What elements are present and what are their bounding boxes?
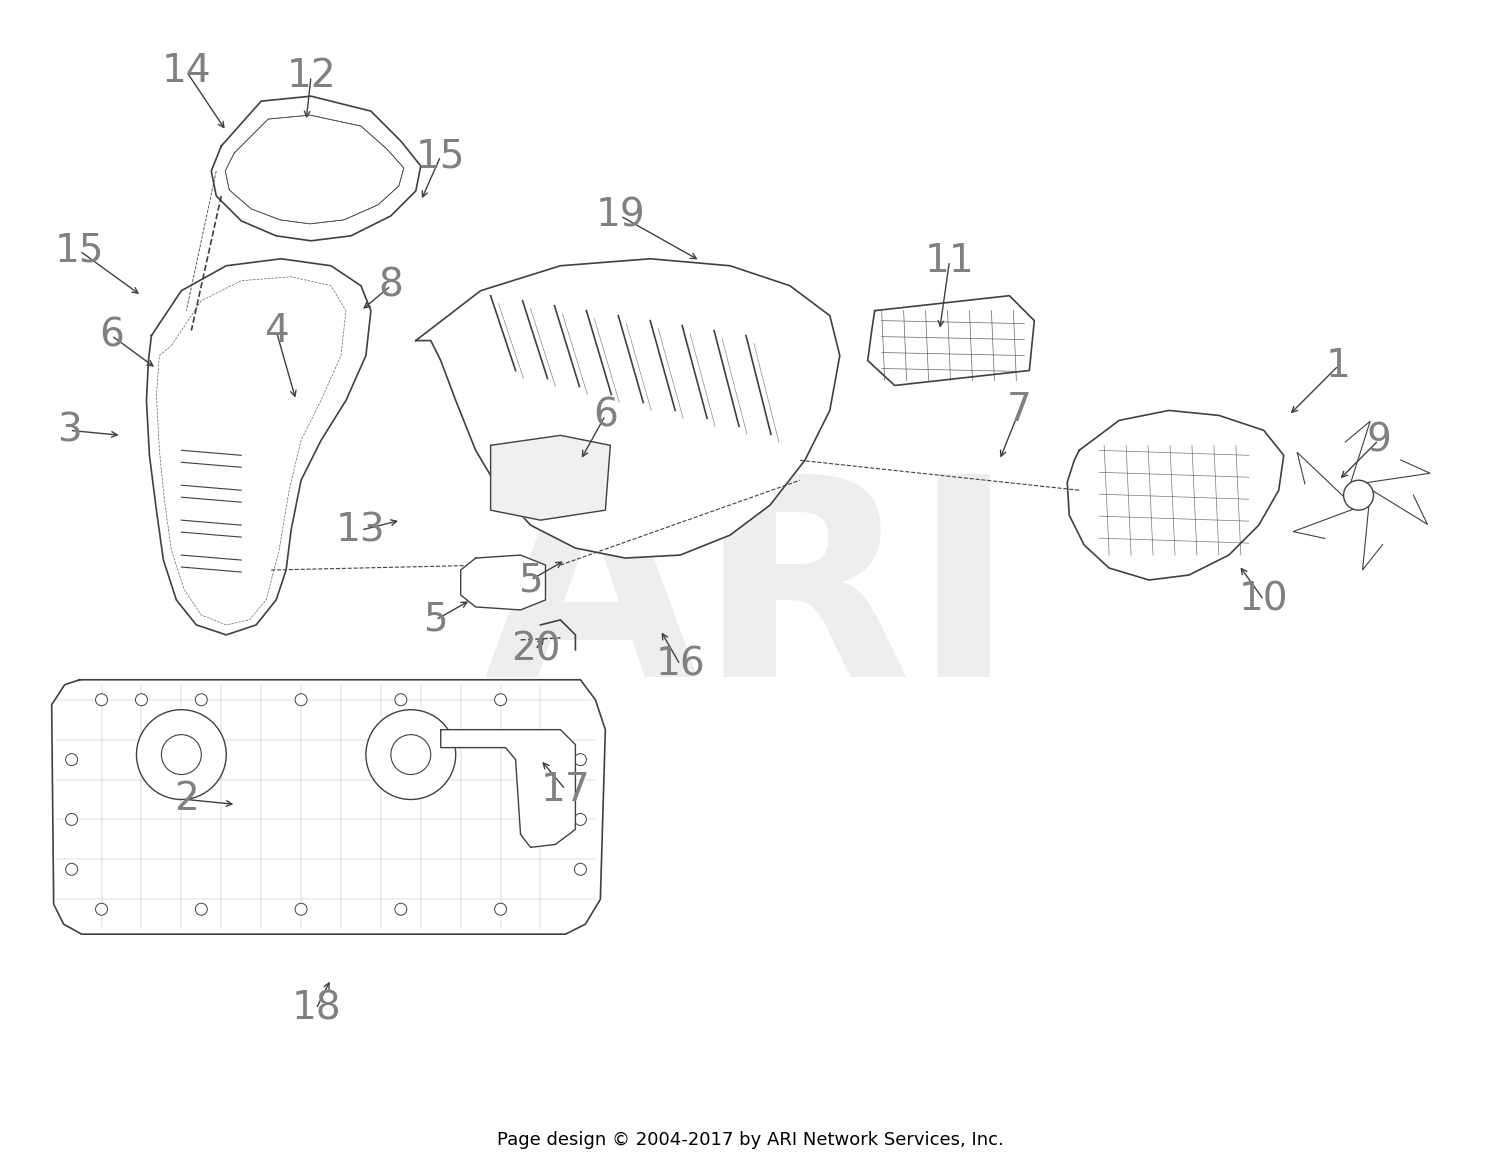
Text: 10: 10 — [1239, 581, 1288, 619]
Polygon shape — [1298, 453, 1359, 497]
Circle shape — [66, 813, 78, 825]
Text: 5: 5 — [518, 561, 543, 599]
Text: 19: 19 — [596, 197, 645, 235]
Text: 17: 17 — [540, 770, 591, 809]
Text: 7: 7 — [1007, 391, 1032, 429]
Polygon shape — [1293, 495, 1359, 538]
Circle shape — [195, 903, 207, 915]
Polygon shape — [147, 259, 370, 635]
Circle shape — [394, 903, 406, 915]
Polygon shape — [1346, 421, 1370, 495]
Text: 6: 6 — [99, 316, 124, 355]
Circle shape — [574, 813, 586, 825]
Polygon shape — [441, 729, 576, 847]
Circle shape — [495, 903, 507, 915]
Polygon shape — [1359, 491, 1428, 524]
Text: 18: 18 — [291, 990, 340, 1028]
Polygon shape — [1066, 411, 1284, 580]
Polygon shape — [460, 555, 546, 610]
Circle shape — [1344, 481, 1374, 510]
Circle shape — [296, 903, 307, 915]
Text: 16: 16 — [656, 645, 705, 684]
Text: 15: 15 — [416, 137, 465, 175]
Circle shape — [66, 754, 78, 766]
Circle shape — [162, 735, 201, 775]
Polygon shape — [1359, 460, 1430, 495]
Polygon shape — [51, 679, 606, 934]
Polygon shape — [211, 96, 422, 240]
Circle shape — [296, 693, 307, 706]
Text: 12: 12 — [286, 57, 336, 96]
Text: 9: 9 — [1366, 421, 1390, 460]
Circle shape — [574, 754, 586, 766]
Polygon shape — [416, 259, 840, 558]
Text: 3: 3 — [57, 411, 82, 449]
Text: Page design © 2004-2017 by ARI Network Services, Inc.: Page design © 2004-2017 by ARI Network S… — [496, 1132, 1004, 1149]
Circle shape — [96, 693, 108, 706]
Circle shape — [392, 735, 430, 775]
Text: ARI: ARI — [484, 464, 1016, 735]
Circle shape — [96, 903, 108, 915]
Text: 4: 4 — [264, 312, 288, 350]
Circle shape — [135, 693, 147, 706]
Polygon shape — [867, 295, 1035, 385]
Polygon shape — [1359, 495, 1383, 569]
Circle shape — [136, 710, 226, 799]
Text: 13: 13 — [336, 511, 386, 550]
Circle shape — [66, 864, 78, 875]
Circle shape — [574, 864, 586, 875]
Circle shape — [495, 693, 507, 706]
Text: 15: 15 — [56, 232, 105, 270]
Circle shape — [366, 710, 456, 799]
Text: 6: 6 — [592, 397, 618, 434]
Circle shape — [195, 693, 207, 706]
Text: 5: 5 — [423, 601, 448, 638]
Circle shape — [394, 693, 406, 706]
Text: 1: 1 — [1326, 347, 1352, 384]
Polygon shape — [490, 435, 610, 520]
Text: 14: 14 — [162, 53, 211, 90]
Text: 20: 20 — [512, 631, 561, 669]
Text: 8: 8 — [378, 267, 404, 305]
Text: 11: 11 — [924, 242, 975, 280]
Text: 2: 2 — [174, 781, 198, 818]
